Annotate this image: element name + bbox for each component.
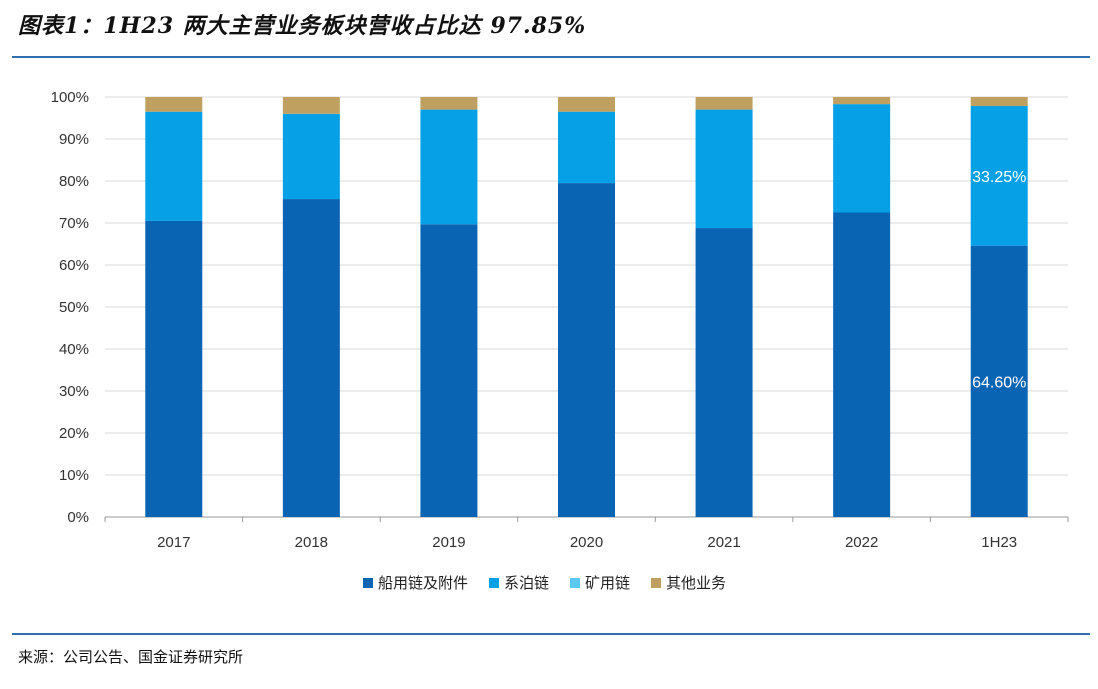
legend-label: 其他业务 <box>666 574 726 592</box>
bar-segment <box>833 212 891 517</box>
y-tick-label: 70% <box>59 215 89 232</box>
top-divider <box>12 56 1090 58</box>
bar-segment <box>145 220 203 517</box>
x-tick-label: 2019 <box>432 534 465 551</box>
x-tick-label: 2017 <box>157 534 190 551</box>
source-note: 来源：公司公告、国金证券研究所 <box>18 648 244 666</box>
bar-segment <box>833 104 891 213</box>
y-tick-label: 30% <box>59 383 89 400</box>
bar-group <box>145 97 1028 518</box>
bar-segment <box>558 183 615 517</box>
x-tick-label: 2018 <box>295 534 328 551</box>
bar-segment <box>695 228 753 518</box>
legend-swatch <box>363 578 373 588</box>
legend: 船用链及附件 系泊链 矿用链 其他业务 <box>363 574 726 592</box>
bar-segment <box>558 97 615 112</box>
x-tick-label: 2020 <box>570 534 603 551</box>
legend-swatch <box>570 578 580 588</box>
y-tick-label: 80% <box>59 173 89 190</box>
bar-segment <box>833 97 891 105</box>
data-label: 64.60% <box>972 374 1026 391</box>
legend-label: 船用链及附件 <box>378 574 468 592</box>
bar-segment <box>970 97 1028 107</box>
x-tick-label: 2021 <box>707 534 740 551</box>
y-tick-label: 0% <box>67 509 89 526</box>
y-tick-label: 20% <box>59 425 89 442</box>
y-tick-label: 50% <box>59 299 89 316</box>
y-tick-label: 10% <box>59 467 89 484</box>
legend-label: 矿用链 <box>585 574 630 592</box>
bar-segment <box>145 111 203 221</box>
bar-segment <box>420 97 478 110</box>
y-axis-ticks: 0% 10% 20% 30% 40% 50% 60% 70% 80% 90% 100% <box>51 89 89 526</box>
data-labels: 64.60% 33.25% <box>972 169 1026 391</box>
bar-segment <box>145 97 203 112</box>
y-tick-label: 60% <box>59 257 89 274</box>
bar-segment <box>695 109 753 229</box>
data-label: 33.25% <box>972 169 1026 186</box>
chart-title: 图表1：1H23 两大主营业务板块营收占比达 97.85% <box>18 13 587 39</box>
x-tick-label: 2022 <box>845 534 878 551</box>
legend-swatch <box>651 578 661 588</box>
legend-swatch <box>489 578 499 588</box>
bar-segment <box>282 113 340 200</box>
legend-label: 系泊链 <box>504 574 549 592</box>
x-tick-label: 1H23 <box>981 534 1017 551</box>
bar-segment <box>282 97 340 114</box>
bar-segment <box>420 224 478 517</box>
bar-segment <box>282 199 340 517</box>
bar-segment <box>695 97 753 110</box>
y-tick-label: 100% <box>51 89 89 106</box>
bar-segment <box>558 111 615 184</box>
bar-segment <box>970 106 1028 246</box>
x-axis-ticks: 2017 2018 2019 2020 2021 2022 1H23 <box>104 517 1069 551</box>
bar-segment <box>420 109 478 225</box>
y-tick-label: 90% <box>59 131 89 148</box>
y-tick-label: 40% <box>59 341 89 358</box>
bottom-divider <box>12 633 1090 635</box>
bar-segment <box>970 245 1028 517</box>
